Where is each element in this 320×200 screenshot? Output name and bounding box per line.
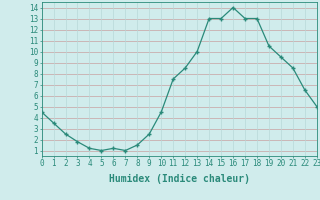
- X-axis label: Humidex (Indice chaleur): Humidex (Indice chaleur): [109, 174, 250, 184]
